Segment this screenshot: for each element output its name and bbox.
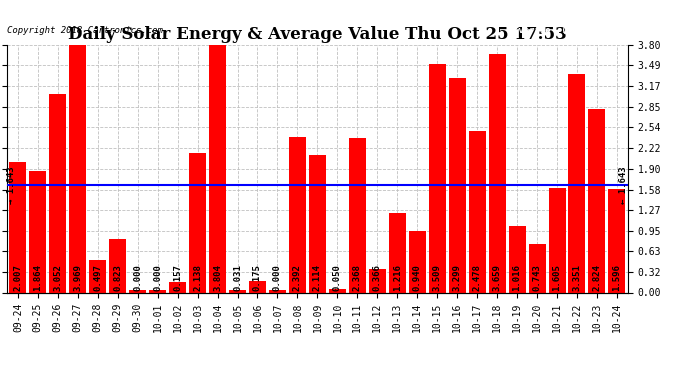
Bar	[589, 109, 605, 292]
Bar	[509, 226, 526, 292]
Text: 2.368: 2.368	[353, 264, 362, 291]
Bar	[249, 281, 266, 292]
Bar	[309, 155, 326, 292]
Text: 3.351: 3.351	[573, 264, 582, 291]
Bar	[109, 239, 126, 292]
Bar	[10, 162, 26, 292]
Text: Copyright 2018 Cartronics.com: Copyright 2018 Cartronics.com	[7, 26, 163, 35]
Bar	[189, 153, 206, 292]
Bar	[408, 231, 426, 292]
Text: 0.000: 0.000	[273, 264, 282, 291]
Bar	[428, 64, 446, 292]
Bar	[89, 260, 106, 292]
Bar	[69, 34, 86, 292]
Bar	[448, 78, 466, 292]
Bar	[388, 213, 406, 292]
Text: 0.175: 0.175	[253, 264, 262, 291]
Text: 0.157: 0.157	[173, 264, 182, 291]
Text: 3.299: 3.299	[453, 264, 462, 291]
Bar	[209, 45, 226, 292]
Bar	[529, 244, 546, 292]
Text: Average  ($): Average ($)	[513, 26, 578, 36]
Bar	[369, 268, 386, 292]
Bar	[349, 138, 366, 292]
Text: Daily  ($): Daily ($)	[591, 26, 644, 36]
Bar	[329, 289, 346, 292]
Text: 2.114: 2.114	[313, 264, 322, 291]
Text: 0.050: 0.050	[333, 264, 342, 291]
Title: Daily Solar Energy & Average Value Thu Oct 25 17:53: Daily Solar Energy & Average Value Thu O…	[68, 27, 566, 44]
Text: 0.823: 0.823	[113, 264, 122, 291]
Text: 0.940: 0.940	[413, 264, 422, 291]
Bar	[129, 290, 146, 292]
Text: 0.000: 0.000	[133, 264, 142, 291]
Text: 3.804: 3.804	[213, 264, 222, 291]
Bar	[49, 94, 66, 292]
Text: 1.605: 1.605	[553, 264, 562, 291]
Bar	[609, 189, 625, 292]
Text: 3.659: 3.659	[493, 264, 502, 291]
Text: 1.864: 1.864	[33, 264, 42, 291]
Bar	[569, 74, 586, 292]
Bar	[289, 137, 306, 292]
Text: 0.031: 0.031	[233, 264, 242, 291]
Text: 3.052: 3.052	[53, 264, 62, 291]
Bar	[269, 290, 286, 292]
Text: 2.392: 2.392	[293, 264, 302, 291]
Text: 2.478: 2.478	[473, 264, 482, 291]
Text: 0.743: 0.743	[533, 264, 542, 291]
Text: 0.000: 0.000	[153, 264, 162, 291]
Bar	[149, 290, 166, 292]
Bar	[549, 188, 566, 292]
Text: 1.216: 1.216	[393, 264, 402, 291]
Text: 0.497: 0.497	[93, 264, 102, 291]
Bar	[489, 54, 506, 292]
Text: 3.509: 3.509	[433, 264, 442, 291]
Bar	[229, 291, 246, 292]
Bar	[469, 131, 486, 292]
Text: 2.138: 2.138	[193, 264, 202, 291]
Bar	[30, 171, 46, 292]
Text: → 1.643: → 1.643	[7, 166, 16, 204]
Text: ← 1.643: ← 1.643	[619, 166, 628, 204]
Text: 3.969: 3.969	[73, 264, 82, 291]
Bar	[169, 282, 186, 292]
Text: 1.596: 1.596	[613, 264, 622, 291]
Text: 2.007: 2.007	[13, 264, 22, 291]
Text: 0.366: 0.366	[373, 264, 382, 291]
Text: 2.824: 2.824	[593, 264, 602, 291]
Text: 1.016: 1.016	[513, 264, 522, 291]
